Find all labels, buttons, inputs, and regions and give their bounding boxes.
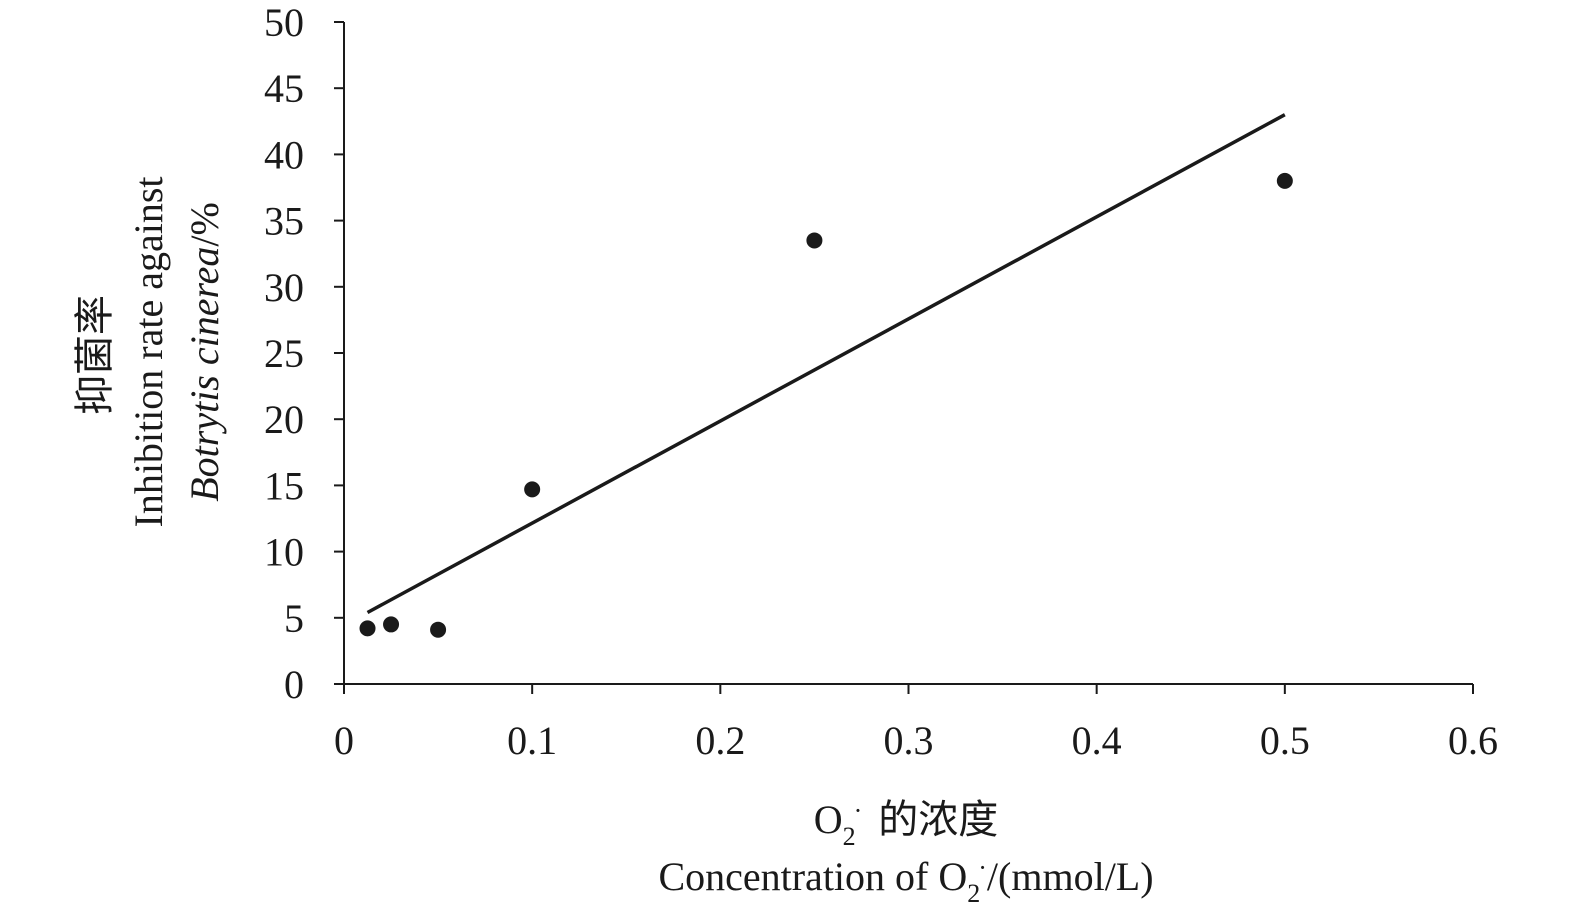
- y-tick-label: 20: [264, 397, 304, 442]
- x-tick-label: 0.5: [1260, 718, 1310, 763]
- x-axis-title-sub2b: 2: [967, 879, 980, 908]
- y-tick-label: 10: [264, 530, 304, 575]
- x-axis-title-o: O: [814, 797, 843, 842]
- y-tick-label: 5: [284, 596, 304, 641]
- y-tick-label: 30: [264, 265, 304, 310]
- x-tick-label: 0.3: [884, 718, 934, 763]
- x-axis-title-unit: /(mmol/L): [987, 854, 1154, 899]
- y-axis-title-line3: Botrytis cinerea/%: [182, 202, 227, 502]
- x-axis-title-cn: 的浓度: [878, 797, 998, 842]
- x-axis-title-line1: O2· 的浓度: [814, 796, 999, 851]
- y-axis-title: 抑菌率 Inhibition rate against Botrytis cin…: [72, 176, 227, 527]
- x-axis-title-line2: Concentration of O2·/(mmol/L): [658, 853, 1153, 908]
- trendline-group: [366, 113, 1286, 615]
- y-axis-title-line2: Inhibition rate against: [126, 176, 171, 527]
- x-axis-title: O2· 的浓度 Concentration of O2·/(mmol/L): [658, 796, 1153, 908]
- data-points: [359, 172, 1293, 638]
- x-axis-title-radical: ·: [854, 796, 863, 825]
- trendline: [366, 113, 1286, 615]
- x-ticks: 0 0.1 0.2 0.3 0.4 0.5 0.6: [334, 684, 1498, 763]
- data-point: [806, 232, 823, 249]
- x-axis-title-sub2: 2: [843, 822, 856, 851]
- data-point: [1276, 172, 1293, 189]
- y-tick-label: 40: [264, 132, 304, 177]
- data-point: [430, 621, 447, 638]
- x-axis-title-radical-b: ·: [978, 853, 987, 882]
- data-point: [359, 620, 376, 637]
- y-tick-label: 45: [264, 66, 304, 111]
- y-axis-title-organism: Botrytis cinerea: [182, 247, 227, 502]
- x-axis-title-prefix: Concentration of O: [658, 854, 967, 899]
- axes: [343, 22, 1473, 685]
- y-tick-label: 25: [264, 331, 304, 376]
- y-tick-label: 15: [264, 463, 304, 508]
- data-point: [524, 481, 541, 498]
- y-tick-label: 0: [284, 662, 304, 707]
- x-tick-label: 0: [334, 718, 354, 763]
- y-ticks: 0 5 10 15 20 25 30 35 40 45 50: [264, 0, 344, 707]
- data-point: [383, 616, 400, 633]
- y-axis-title-unit: /%: [182, 202, 227, 246]
- y-tick-label: 35: [264, 199, 304, 244]
- y-tick-label: 50: [264, 0, 304, 45]
- x-tick-label: 0.4: [1072, 718, 1122, 763]
- y-axis-title-cn: 抑菌率: [72, 295, 117, 415]
- x-tick-label: 0.2: [695, 718, 745, 763]
- x-tick-label: 0.6: [1448, 718, 1498, 763]
- x-tick-label: 0.1: [507, 718, 557, 763]
